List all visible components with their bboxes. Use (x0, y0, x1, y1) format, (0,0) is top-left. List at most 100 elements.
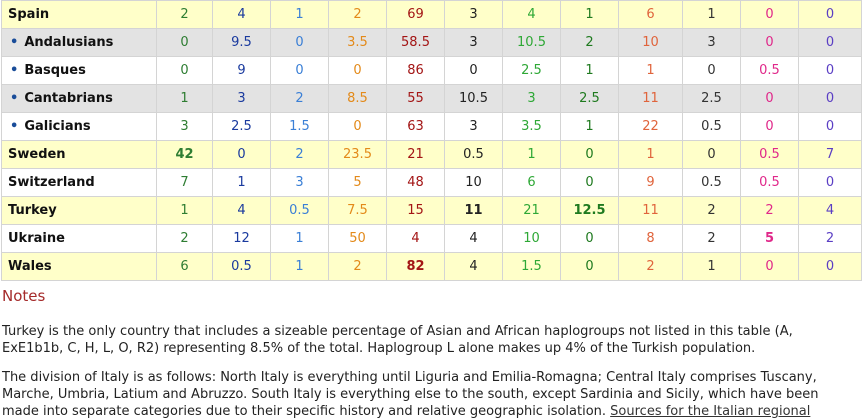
table-row: Switzerland 7 1 3 5 48 10 6 0 9 0.5 0.5 0 (1, 168, 862, 197)
population-name-cell: • Andalusians (1, 28, 157, 57)
haplogroup-value-cell: 4 (386, 224, 445, 253)
haplogroup-value-cell: 3 (212, 84, 271, 113)
population-name-cell: Ukraine (1, 224, 157, 253)
table-row: Turkey 1 4 0.5 7.5 15 11 21 12.5 11 2 2 4 (1, 196, 862, 225)
haplogroup-value-cell: 22 (618, 112, 683, 141)
haplogroup-value-cell: 9 (212, 56, 271, 85)
bullet-icon: • (10, 35, 19, 50)
haplogroup-value-cell: 3.5 (328, 28, 387, 57)
haplogroup-value-cell: 0 (798, 56, 862, 85)
haplogroup-value-cell: 0 (740, 252, 799, 281)
haplogroup-value-cell: 2 (740, 196, 799, 225)
haplogroup-value-cell: 4 (502, 0, 561, 29)
haplogroup-value-cell: 2.5 (560, 84, 619, 113)
haplogroup-value-cell: 2 (798, 224, 862, 253)
population-name-cell: • Basques (1, 56, 157, 85)
population-name[interactable]: Cantabrians (24, 91, 113, 106)
population-name[interactable]: Turkey (8, 203, 57, 218)
haplogroup-value-cell: 11 (444, 196, 503, 225)
table-body: Spain 2 4 1 2 69 3 4 1 6 1 0 0 • Andalusians 0 9.5 0 3.5 58… (1, 0, 862, 281)
haplogroup-value-cell: 2 (270, 140, 329, 169)
haplogroup-value-cell: 0.5 (740, 168, 799, 197)
bullet-icon: • (10, 91, 19, 106)
haplogroup-table: Spain 2 4 1 2 69 3 4 1 6 1 0 0 • Andalusians 0 9.5 0 3.5 58… (1, 0, 862, 281)
population-name-cell: • Cantabrians (1, 84, 157, 113)
haplogroup-value-cell: 69 (386, 0, 445, 29)
haplogroup-value-cell: 0.5 (444, 140, 503, 169)
haplogroup-value-cell: 1.5 (270, 112, 329, 141)
haplogroup-value-cell: 1 (560, 56, 619, 85)
haplogroup-value-cell: 0.5 (740, 56, 799, 85)
haplogroup-value-cell: 0 (444, 56, 503, 85)
population-name-cell: Spain (1, 0, 157, 29)
haplogroup-value-cell: 0 (682, 56, 741, 85)
haplogroup-value-cell: 82 (386, 252, 445, 281)
haplogroup-value-cell: 1 (156, 84, 213, 113)
population-name[interactable]: Sweden (8, 147, 66, 162)
haplogroup-value-cell: 2 (156, 224, 213, 253)
haplogroup-value-cell: 15 (386, 196, 445, 225)
haplogroup-value-cell: 2 (560, 28, 619, 57)
haplogroup-value-cell: 12 (212, 224, 271, 253)
population-name-cell: Wales (1, 252, 157, 281)
haplogroup-value-cell: 10.5 (444, 84, 503, 113)
haplogroup-value-cell: 6 (502, 168, 561, 197)
haplogroup-value-cell: 3 (444, 0, 503, 29)
haplogroup-value-cell: 63 (386, 112, 445, 141)
haplogroup-value-cell: 0 (560, 252, 619, 281)
haplogroup-value-cell: 12.5 (560, 196, 619, 225)
population-name[interactable]: Ukraine (8, 231, 65, 246)
haplogroup-value-cell: 9 (618, 168, 683, 197)
bullet-icon: • (10, 63, 19, 78)
notes-paragraph-turkey: Turkey is the only country that includes… (2, 324, 793, 356)
haplogroup-value-cell: 2 (328, 0, 387, 29)
haplogroup-value-cell: 0 (270, 28, 329, 57)
haplogroup-value-cell: 10.5 (502, 28, 561, 57)
haplogroup-value-cell: 42 (156, 140, 213, 169)
haplogroup-value-cell: 7.5 (328, 196, 387, 225)
haplogroup-value-cell: 2 (328, 252, 387, 281)
haplogroup-value-cell: 0 (798, 112, 862, 141)
haplogroup-value-cell: 1 (270, 224, 329, 253)
haplogroup-value-cell: 0 (798, 252, 862, 281)
haplogroup-value-cell: 86 (386, 56, 445, 85)
population-name[interactable]: Spain (8, 7, 50, 22)
italian-sources-link[interactable]: Sources for the Italian regional (610, 404, 811, 418)
haplogroup-value-cell: 5 (740, 224, 799, 253)
haplogroup-value-cell: 10 (502, 224, 561, 253)
haplogroup-value-cell: 11 (618, 84, 683, 113)
table-row: Spain 2 4 1 2 69 3 4 1 6 1 0 0 (1, 0, 862, 29)
haplogroup-value-cell: 0 (798, 0, 862, 29)
notes-paragraph-italy: The division of Italy is as follows: Nor… (2, 369, 857, 418)
haplogroup-value-cell: 0 (798, 28, 862, 57)
haplogroup-value-cell: 4 (444, 224, 503, 253)
population-name[interactable]: Basques (24, 63, 86, 78)
haplogroup-value-cell: 0.5 (270, 196, 329, 225)
population-name-cell: • Galicians (1, 112, 157, 141)
haplogroup-value-cell: 21 (386, 140, 445, 169)
haplogroup-value-cell: 2 (682, 224, 741, 253)
population-name[interactable]: Wales (8, 259, 52, 274)
population-name[interactable]: Switzerland (8, 175, 95, 190)
haplogroup-value-cell: 0 (212, 140, 271, 169)
haplogroup-value-cell: 0 (328, 56, 387, 85)
population-name[interactable]: Galicians (24, 119, 91, 134)
haplogroup-value-cell: 1 (618, 56, 683, 85)
haplogroup-value-cell: 2.5 (212, 112, 271, 141)
haplogroup-value-cell: 0 (560, 140, 619, 169)
table-row: • Andalusians 0 9.5 0 3.5 58.5 3 10.5 2 10 3 0 0 (1, 28, 862, 57)
haplogroup-value-cell: 0 (798, 84, 862, 113)
haplogroup-value-cell: 0 (156, 28, 213, 57)
haplogroup-value-cell: 2.5 (682, 84, 741, 113)
haplogroup-value-cell: 0 (328, 112, 387, 141)
haplogroup-value-cell: 4 (444, 252, 503, 281)
population-name-cell: Turkey (1, 196, 157, 225)
population-name[interactable]: Andalusians (24, 35, 114, 50)
haplogroup-value-cell: 7 (798, 140, 862, 169)
population-name-cell: Switzerland (1, 168, 157, 197)
haplogroup-value-cell: 0 (798, 168, 862, 197)
haplogroup-value-cell: 0 (560, 224, 619, 253)
haplogroup-value-cell: 48 (386, 168, 445, 197)
haplogroup-value-cell: 3 (270, 168, 329, 197)
haplogroup-value-cell: 0.5 (740, 140, 799, 169)
